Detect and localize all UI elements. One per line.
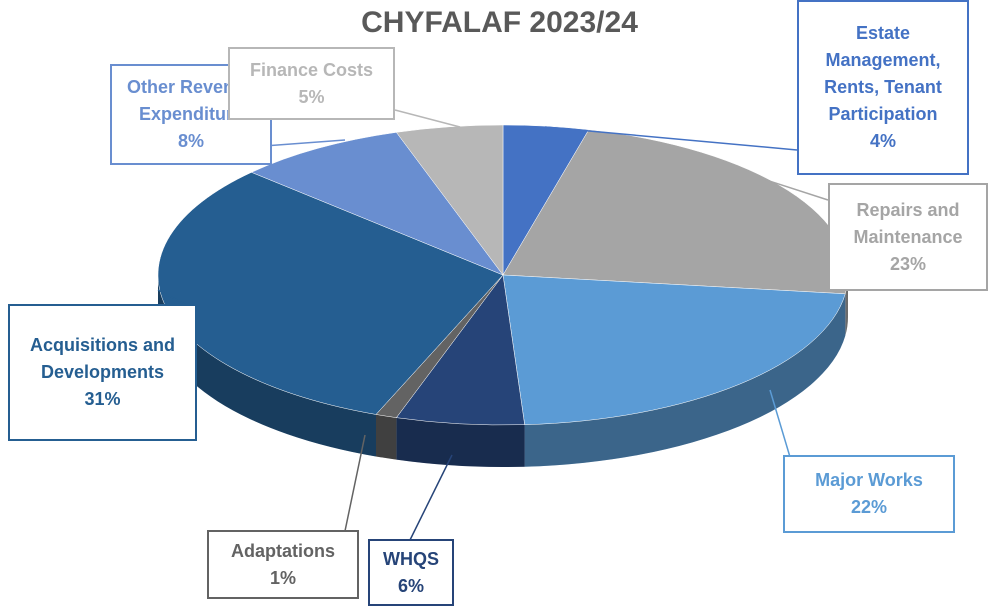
label-value: 8% (177, 131, 204, 151)
label-name: Acquisitions and Developments (29, 335, 175, 382)
chart-title: CHYFALAF 2023/24 (361, 6, 638, 39)
leader-line (544, 126, 798, 151)
data-label: WHQS 6% (368, 539, 454, 606)
label-value: 23% (889, 253, 927, 274)
label-value: 1% (269, 567, 296, 588)
slice-side-shade (375, 414, 397, 460)
slice-side (396, 417, 525, 467)
label-value: 6% (397, 575, 424, 596)
label-name: Finance Costs (249, 59, 374, 80)
label-name: Other Revenue Expenditure (126, 77, 256, 124)
slice (502, 274, 846, 425)
label-name: Adaptations (230, 540, 335, 561)
data-label: Acquisitions and Developments 31% (8, 304, 197, 441)
data-label: Repairs and Maintenance 23% (828, 183, 988, 291)
data-label: Major Works 22% (783, 455, 955, 533)
leader-line (344, 434, 366, 532)
label-value: 31% (84, 389, 121, 409)
data-label: Estate Management, Rents, Tenant Partici… (797, 0, 969, 175)
data-label: Adaptations 1% (207, 530, 359, 599)
label-value: 4% (869, 131, 896, 151)
leader-line (394, 109, 461, 128)
label-value: 5% (298, 86, 325, 107)
slice-side-shade (524, 293, 846, 467)
label-name: WHQS (383, 548, 439, 569)
slice (395, 274, 525, 426)
slice-side (524, 293, 846, 467)
label-name: Repairs and Maintenance (853, 199, 963, 247)
slice-side-shade (158, 275, 376, 457)
slice (250, 132, 504, 276)
slice-side (375, 414, 397, 460)
label-name: Major Works (815, 470, 923, 490)
label-name: Estate Management, Rents, Tenant Partici… (824, 23, 942, 124)
leader-line (759, 177, 829, 201)
slice-side-shade (396, 417, 525, 467)
leader-line (409, 454, 453, 541)
data-label: Finance Costs 5% (228, 47, 395, 120)
slice-side (158, 275, 376, 457)
slice (395, 124, 504, 276)
leader-line (769, 389, 791, 458)
label-value: 22% (850, 497, 888, 517)
